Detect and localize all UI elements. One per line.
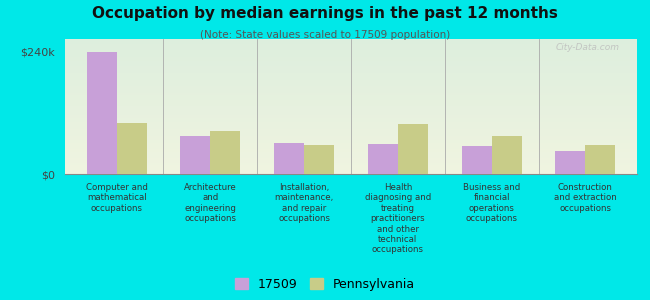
Bar <box>65 46 637 48</box>
Bar <box>65 158 637 160</box>
Bar <box>368 145 398 174</box>
Bar <box>65 48 637 50</box>
Bar <box>65 147 637 149</box>
Bar <box>65 172 637 174</box>
Bar <box>65 77 637 80</box>
Text: Business and
financial
operations
occupations: Business and financial operations occupa… <box>463 183 520 223</box>
Bar <box>65 70 637 73</box>
Bar <box>65 73 637 75</box>
Text: Health
diagnosing and
treating
practitioners
and other
technical
occupations: Health diagnosing and treating practitio… <box>365 183 431 254</box>
Bar <box>65 41 637 43</box>
Bar <box>65 120 637 122</box>
Bar <box>65 50 637 52</box>
Bar <box>65 122 637 124</box>
Bar <box>65 145 637 147</box>
Bar <box>65 98 637 100</box>
Text: Construction
and extraction
occupations: Construction and extraction occupations <box>554 183 617 213</box>
Bar <box>65 167 637 169</box>
Text: (Note: State values scaled to 17509 population): (Note: State values scaled to 17509 popu… <box>200 30 450 40</box>
Bar <box>65 66 637 68</box>
Bar <box>65 131 637 134</box>
Bar <box>65 111 637 113</box>
Bar <box>65 152 637 154</box>
Bar <box>65 82 637 84</box>
Text: Architecture
and
engineering
occupations: Architecture and engineering occupations <box>184 183 237 223</box>
Bar <box>398 124 428 174</box>
Bar <box>65 64 637 66</box>
Bar <box>65 149 637 152</box>
Bar <box>65 91 637 93</box>
Text: Occupation by median earnings in the past 12 months: Occupation by median earnings in the pas… <box>92 6 558 21</box>
Bar <box>65 163 637 165</box>
Bar <box>491 136 522 174</box>
Bar <box>65 134 637 136</box>
Bar <box>65 142 637 145</box>
Bar <box>65 138 637 140</box>
Bar <box>65 136 637 138</box>
Bar <box>65 57 637 59</box>
Bar <box>65 140 637 142</box>
Bar <box>65 118 637 120</box>
Bar <box>65 75 637 77</box>
Bar <box>116 123 147 174</box>
Bar <box>65 104 637 106</box>
Bar <box>65 169 637 172</box>
Bar <box>65 86 637 88</box>
Bar <box>65 154 637 156</box>
Bar <box>65 156 637 158</box>
Bar <box>65 106 637 109</box>
Bar <box>65 80 637 82</box>
Bar <box>65 95 637 98</box>
Bar <box>65 109 637 111</box>
Bar <box>65 102 637 104</box>
Bar <box>86 52 116 174</box>
Bar <box>65 116 637 118</box>
Bar <box>65 124 637 127</box>
Bar <box>65 165 637 167</box>
Bar <box>65 55 637 57</box>
Bar <box>65 44 637 46</box>
Bar <box>65 59 637 61</box>
Legend: 17509, Pennsylvania: 17509, Pennsylvania <box>235 278 415 291</box>
Bar <box>211 131 240 174</box>
Bar <box>65 127 637 129</box>
Bar <box>65 100 637 102</box>
Bar <box>274 143 304 174</box>
Text: Computer and
mathematical
occupations: Computer and mathematical occupations <box>86 183 148 213</box>
Bar <box>65 84 637 86</box>
Text: Installation,
maintenance,
and repair
occupations: Installation, maintenance, and repair oc… <box>274 183 333 223</box>
Bar <box>65 113 637 116</box>
Bar <box>65 129 637 131</box>
Bar <box>555 151 586 174</box>
Bar <box>65 39 637 41</box>
Bar <box>304 145 334 174</box>
Bar <box>65 88 637 91</box>
Bar <box>65 61 637 64</box>
Bar <box>65 93 637 95</box>
Text: City-Data.com: City-Data.com <box>556 43 620 52</box>
Bar <box>586 145 616 174</box>
Bar <box>65 52 637 55</box>
Bar <box>180 136 211 174</box>
Bar <box>65 160 637 163</box>
Bar <box>65 68 637 70</box>
Bar <box>462 146 491 174</box>
